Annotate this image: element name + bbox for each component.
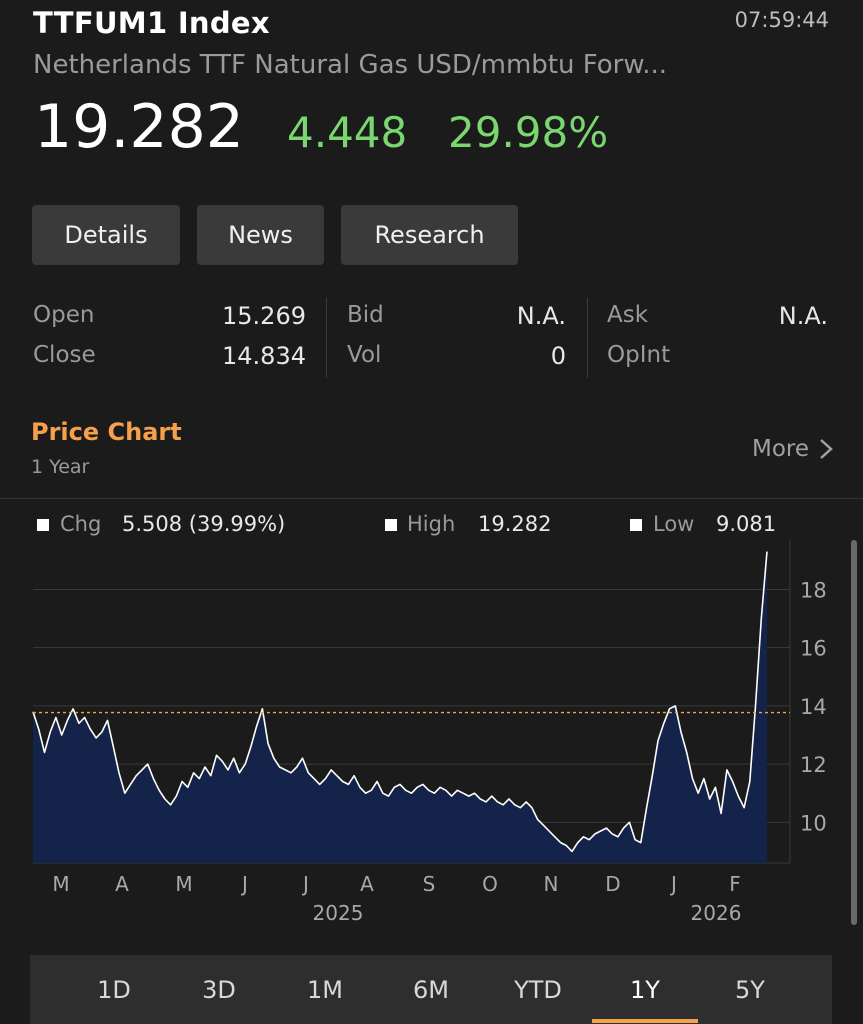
tab-1d[interactable]: 1D [97, 975, 131, 1004]
x-tick-label: A [360, 872, 374, 896]
y-axis: 10 12 14 16 18 [800, 578, 827, 835]
price-chart[interactable]: 10 12 14 16 18 M A M J J A S O N D J F 2025 2026 [0, 535, 863, 935]
news-button[interactable]: News [197, 205, 324, 265]
percent-change: 29.98% [448, 108, 609, 157]
year-label: 2025 [313, 901, 364, 925]
details-button[interactable]: Details [32, 205, 180, 265]
chevron-right-icon [820, 439, 833, 459]
chart-range-label: 1 Year [31, 456, 90, 478]
tab-6m[interactable]: 6M [413, 975, 449, 1004]
vol-label: Vol [347, 342, 382, 368]
low-label: Low [653, 512, 695, 536]
tab-3d[interactable]: 3D [202, 975, 236, 1004]
legend-marker [385, 519, 397, 531]
price-line [32, 551, 768, 853]
x-tick-label: J [240, 872, 248, 896]
scrollbar[interactable] [851, 540, 857, 925]
price-area-fill [33, 551, 767, 863]
x-axis: M A M J J A S O N D J F 2025 2026 [52, 872, 741, 925]
y-tick-label: 18 [800, 578, 827, 602]
x-tick-label: A [115, 872, 129, 896]
tab-1m[interactable]: 1M [307, 975, 343, 1004]
net-change: 4.448 [287, 108, 408, 157]
x-tick-label: F [729, 872, 741, 896]
selected-tab-indicator [592, 1019, 698, 1023]
x-tick-label: M [52, 872, 69, 896]
x-tick-label: N [544, 872, 559, 896]
period-tab-bar [30, 955, 832, 1024]
legend-marker [630, 519, 642, 531]
year-label: 2026 [691, 901, 742, 925]
x-tick-label: S [423, 872, 436, 896]
y-tick-label: 12 [800, 753, 827, 777]
close-label: Close [33, 342, 96, 368]
close-value: 14.834 [222, 342, 306, 370]
ask-label: Ask [607, 302, 649, 328]
x-tick-label: M [175, 872, 192, 896]
y-tick-label: 16 [800, 637, 827, 661]
timestamp: 07:59:44 [734, 8, 829, 32]
legend-marker [37, 519, 49, 531]
high-value: 19.282 [478, 512, 552, 536]
price-chart-title: Price Chart [31, 418, 182, 446]
bid-value: N.A. [516, 302, 566, 330]
ticker-title: TTFUM1 Index [33, 6, 270, 40]
opint-label: OpInt [607, 342, 671, 368]
x-tick-label: J [669, 872, 677, 896]
low-value: 9.081 [716, 512, 777, 536]
open-label: Open [33, 302, 95, 328]
x-tick-label: D [605, 872, 620, 896]
vol-value: 0 [550, 342, 566, 370]
x-tick-label: J [301, 872, 309, 896]
research-button[interactable]: Research [341, 205, 518, 265]
y-tick-label: 14 [800, 695, 827, 719]
more-label: More [751, 436, 809, 462]
tab-5y[interactable]: 5Y [735, 975, 765, 1004]
chg-label: Chg [60, 512, 102, 536]
stats-divider [587, 298, 588, 378]
chg-value: 5.508 (39.99%) [122, 512, 286, 536]
ask-value: N.A. [778, 302, 828, 330]
stats-divider [326, 298, 327, 378]
y-tick-label: 10 [800, 811, 827, 835]
tab-ytd[interactable]: YTD [514, 975, 562, 1004]
high-label: High [407, 512, 456, 536]
security-description: Netherlands TTF Natural Gas USD/mmbtu Fo… [33, 50, 668, 80]
tab-1y[interactable]: 1Y [630, 975, 660, 1004]
bid-label: Bid [347, 302, 384, 328]
last-price: 19.282 [34, 92, 244, 162]
x-tick-label: O [482, 872, 498, 896]
section-divider [0, 498, 863, 499]
open-value: 15.269 [222, 302, 306, 330]
more-link[interactable]: More [752, 436, 833, 462]
